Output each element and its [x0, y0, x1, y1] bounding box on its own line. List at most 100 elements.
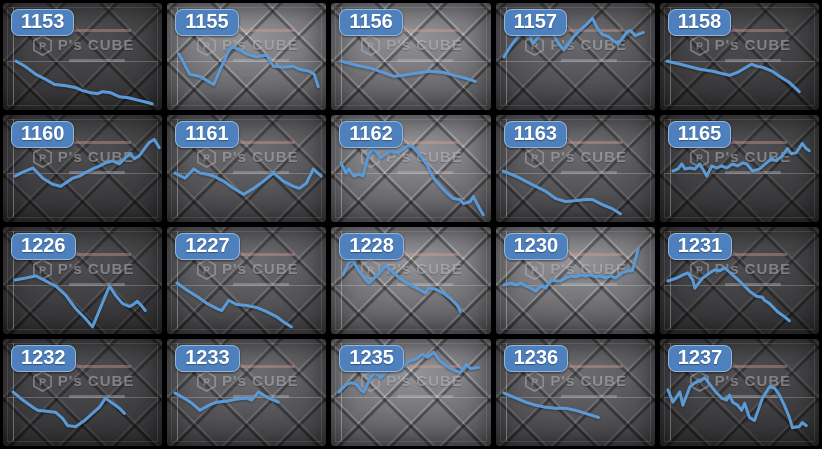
price-line — [341, 259, 463, 314]
price-line — [665, 59, 801, 94]
reference-line — [171, 60, 323, 62]
plot-frame — [499, 7, 651, 106]
chart-id-badge: 1155 — [175, 9, 239, 36]
chart-thumbnail[interactable]: P P's CUBE 1226 — [3, 227, 163, 334]
chart-thumbnail[interactable]: P P's CUBE 1165 — [659, 115, 819, 222]
price-line — [501, 169, 622, 216]
chart-id-badge: 1230 — [503, 233, 569, 260]
chart-thumbnail[interactable]: P P's CUBE 1156 — [331, 3, 491, 110]
y-axis-line — [505, 119, 507, 217]
reference-line — [171, 284, 323, 286]
plot-frame — [663, 119, 815, 218]
chart-thumbnail[interactable]: P P's CUBE 1162 — [331, 115, 491, 222]
y-axis-line — [177, 343, 179, 441]
plot-frame — [499, 119, 651, 218]
reference-line — [663, 172, 815, 174]
reference-line — [335, 60, 487, 62]
chart-thumbnail[interactable]: P P's CUBE 1231 — [659, 227, 819, 334]
chart-thumbnail[interactable]: P P's CUBE 1153 — [3, 3, 163, 110]
plot-frame — [7, 231, 159, 330]
price-line — [13, 274, 147, 329]
chart-thumbnail[interactable]: P P's CUBE 1163 — [495, 115, 655, 222]
price-line — [502, 247, 640, 293]
plot-frame — [7, 343, 159, 442]
plot-frame — [171, 7, 323, 106]
chart-thumbnail[interactable]: P P's CUBE 1160 — [3, 115, 163, 222]
y-axis-line — [341, 7, 343, 105]
y-axis-line — [669, 343, 671, 441]
sparkline-chart — [339, 59, 478, 83]
y-axis-line — [177, 119, 179, 217]
y-axis-line — [177, 231, 179, 329]
reference-line — [171, 172, 323, 174]
sparkline-chart — [337, 350, 481, 394]
chart-id-badge: 1236 — [503, 345, 569, 372]
plot-frame — [335, 231, 487, 330]
price-line — [339, 59, 478, 83]
sparkline-chart — [341, 259, 463, 314]
reference-line — [499, 284, 651, 286]
chart-id-badge: 1231 — [667, 233, 733, 260]
chart-id-badge: 1160 — [11, 121, 75, 148]
chart-thumbnail[interactable]: P P's CUBE 1227 — [167, 227, 327, 334]
chart-thumbnail[interactable]: P P's CUBE 1155 — [167, 3, 327, 110]
plot-frame — [499, 343, 651, 442]
y-axis-line — [505, 231, 507, 329]
sparkline-chart — [666, 376, 808, 430]
price-line — [337, 350, 481, 394]
price-line — [14, 59, 154, 106]
sparkline-chart — [177, 45, 320, 89]
chart-thumbnail[interactable]: P P's CUBE 1230 — [495, 227, 655, 334]
sparkline-chart — [502, 247, 640, 293]
chart-id-badge: 1153 — [11, 9, 75, 36]
price-line — [666, 376, 808, 430]
sparkline-chart — [501, 169, 622, 216]
chart-thumbnail[interactable]: P P's CUBE 1235 — [331, 339, 491, 446]
price-line — [173, 390, 281, 412]
y-axis-line — [505, 7, 507, 105]
plot-frame — [663, 7, 815, 106]
price-line — [175, 281, 294, 329]
reference-line — [499, 396, 651, 398]
price-line — [11, 390, 126, 429]
chart-thumbnail[interactable]: P P's CUBE 1161 — [167, 115, 327, 222]
plot-frame — [335, 343, 487, 442]
reference-line — [335, 396, 487, 398]
chart-thumbnail[interactable]: P P's CUBE 1158 — [659, 3, 819, 110]
chart-thumbnail[interactable]: P P's CUBE 1157 — [495, 3, 655, 110]
plot-frame — [7, 119, 159, 218]
chart-id-badge: 1237 — [667, 345, 733, 372]
sparkline-chart — [502, 391, 600, 419]
chart-id-badge: 1158 — [667, 9, 732, 36]
y-axis-line — [505, 343, 507, 441]
reference-line — [335, 172, 487, 174]
sparkline-chart — [666, 266, 791, 323]
price-line — [173, 167, 323, 197]
reference-line — [663, 60, 815, 62]
chart-thumbnail[interactable]: P P's CUBE 1228 — [331, 227, 491, 334]
price-line — [666, 266, 791, 323]
plot-frame — [499, 231, 651, 330]
plot-frame — [335, 7, 487, 106]
reference-line — [663, 396, 815, 398]
reference-line — [499, 172, 651, 174]
chart-id-badge: 1162 — [339, 121, 403, 148]
chart-thumbnail[interactable]: P P's CUBE 1232 — [3, 339, 163, 446]
y-axis-line — [341, 343, 343, 441]
chart-id-badge: 1228 — [339, 233, 404, 260]
sparkline-chart — [339, 144, 486, 217]
chart-thumbnail[interactable]: P P's CUBE 1237 — [659, 339, 819, 446]
chart-thumbnail[interactable]: P P's CUBE 1236 — [495, 339, 655, 446]
chart-id-badge: 1161 — [175, 121, 239, 148]
chart-id-badge: 1156 — [339, 9, 403, 36]
y-axis-line — [341, 231, 343, 329]
sparkline-chart — [175, 281, 294, 329]
y-axis-line — [669, 119, 671, 217]
sparkline-chart — [11, 390, 126, 429]
y-axis-line — [13, 7, 14, 105]
plot-frame — [171, 119, 323, 218]
reference-line — [663, 284, 815, 286]
chart-thumbnail[interactable]: P P's CUBE 1233 — [167, 339, 327, 446]
price-line — [339, 144, 486, 217]
